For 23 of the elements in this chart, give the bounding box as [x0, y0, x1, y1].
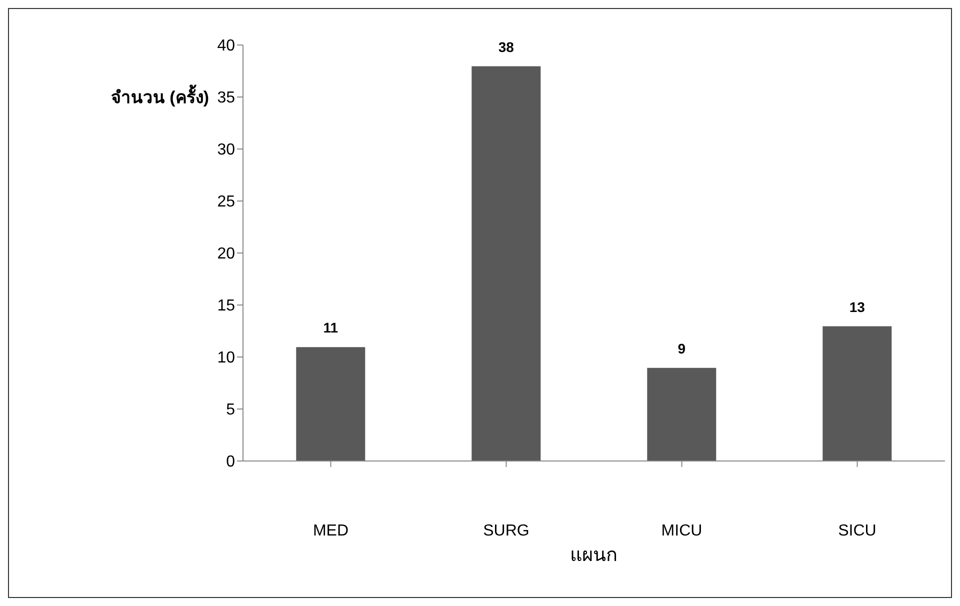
y-tick-label: 20 — [217, 246, 236, 263]
x-axis-title: แผนก — [570, 545, 618, 566]
data-label: 13 — [849, 298, 866, 315]
y-tick-label: 5 — [226, 402, 236, 419]
data-label: 11 — [323, 320, 338, 336]
data-label: 9 — [678, 340, 686, 356]
y-tick-label: 25 — [217, 194, 236, 211]
y-tick-label: 0 — [226, 454, 236, 471]
data-label: 38 — [498, 38, 514, 55]
y-tick-label: 10 — [217, 350, 236, 367]
y-tick-label: 15 — [217, 298, 236, 315]
bar — [470, 65, 542, 461]
x-tick-label: SURG — [483, 522, 530, 540]
y-tick-label: 30 — [217, 142, 236, 159]
y-tick-label: 40 — [217, 38, 236, 55]
x-tick-label: SICU — [838, 522, 876, 540]
bar — [295, 346, 366, 461]
y-tick-label: 35 — [217, 90, 236, 107]
y-axis-title: จำนวน (ครั้ง) — [110, 84, 209, 107]
bar — [646, 366, 718, 461]
x-tick-label: MICU — [661, 522, 702, 540]
x-tick-label: MED — [312, 522, 349, 540]
bar — [822, 325, 893, 461]
